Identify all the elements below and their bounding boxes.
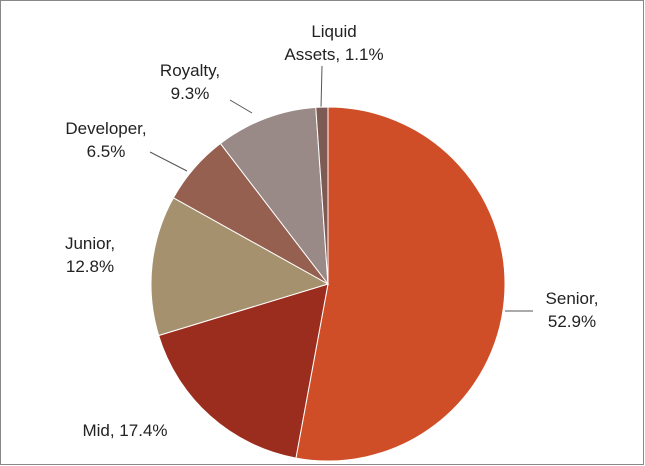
- data-label: Liquid Assets, 1.1%: [284, 22, 383, 64]
- data-label-line: 12.8%: [66, 257, 114, 276]
- data-label: Junior, 12.8%: [65, 234, 115, 276]
- data-label-line: Junior,: [65, 234, 115, 253]
- leader-line: [229, 99, 253, 114]
- data-label-line: Developer,: [65, 119, 146, 138]
- data-label: Developer, 6.5%: [65, 119, 146, 161]
- data-label-line: 52.9%: [548, 312, 596, 331]
- data-label-line: Liquid: [311, 22, 356, 41]
- leader-line: [149, 151, 188, 172]
- data-label: Royalty, 9.3%: [160, 61, 220, 103]
- pie-slice: [150, 197, 330, 337]
- data-labels: Senior, 52.9% Mid, 17.4% Junior, 12.8% Develo…: [65, 22, 599, 440]
- pie-slice: [158, 283, 329, 459]
- data-label-line: Mid, 17.4%: [82, 421, 167, 440]
- pie-slice: [315, 106, 329, 285]
- pie: [150, 106, 506, 462]
- data-label-line: Assets, 1.1%: [284, 45, 383, 64]
- pie-slice: [219, 106, 329, 286]
- data-label-line: 9.3%: [171, 84, 210, 103]
- leader-line: [320, 65, 323, 109]
- pie-slice: [295, 106, 506, 462]
- data-label-line: 6.5%: [87, 142, 126, 161]
- data-label: Senior, 52.9%: [546, 289, 599, 331]
- data-label-line: Senior,: [546, 289, 599, 308]
- data-label: Mid, 17.4%: [82, 421, 167, 440]
- data-label-line: Royalty,: [160, 61, 220, 80]
